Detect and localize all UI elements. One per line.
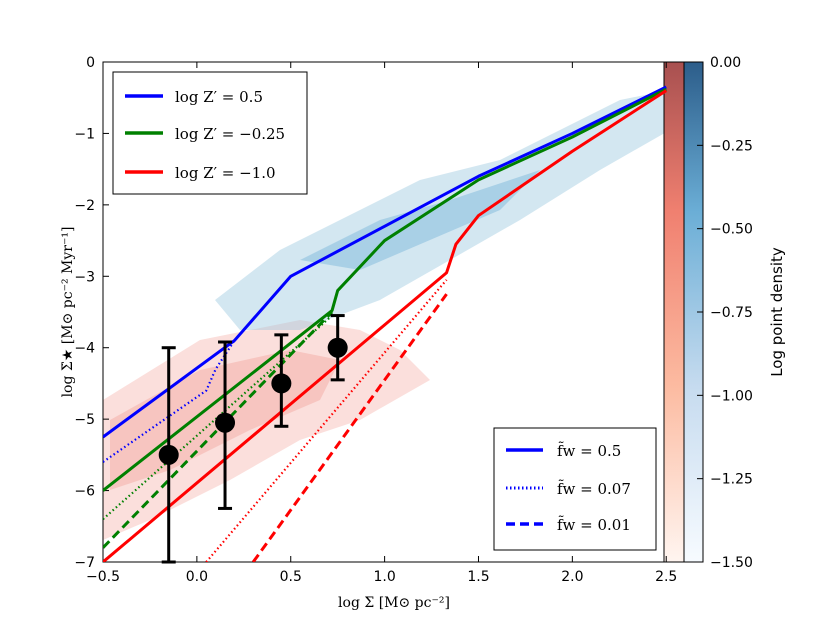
legend-fw-label-2: f̃w = 0.01 xyxy=(557,516,631,534)
y-tick-label: −2 xyxy=(74,198,95,214)
y-axis-ticks: −7 −6 −5 −4 −3 −2 −1 0 xyxy=(74,55,109,571)
y-tick-label: −4 xyxy=(74,341,95,357)
y-tick-label: −5 xyxy=(74,412,95,428)
legend-metallicity-label-2: log Z′ = −1.0 xyxy=(175,164,276,182)
red-density-cloud xyxy=(103,320,430,540)
series-line xyxy=(103,89,668,562)
series-line xyxy=(103,85,667,439)
colorbar-tick-label: −1.50 xyxy=(710,555,753,571)
colorbar-tick-label: −1.25 xyxy=(710,472,753,488)
colorbar-tick-label: −0.25 xyxy=(710,138,753,154)
y-axis-label: log Σ̇★ [M⊙ pc⁻² Myr⁻¹] xyxy=(60,227,76,398)
x-tick-label: 2.5 xyxy=(655,569,677,585)
x-tick-label: −0.5 xyxy=(86,569,120,585)
data-point xyxy=(158,444,179,465)
legend-metallicity-label-1: log Z′ = −0.25 xyxy=(175,125,285,143)
blue-density-core xyxy=(300,170,540,270)
legend-fw-label-1: f̃w = 0.07 xyxy=(557,480,631,498)
colorbar-tick-label: −0.50 xyxy=(710,222,753,238)
colorbar-label: Log point density xyxy=(768,247,786,377)
y-tick-label: −6 xyxy=(74,484,95,500)
x-tick-label: 0.5 xyxy=(280,569,302,585)
x-tick-label: 2.0 xyxy=(561,569,583,585)
series-line xyxy=(103,87,667,492)
x-tick-label: 0.0 xyxy=(186,569,208,585)
legend-fw-label-0: f̃w = 0.5 xyxy=(557,442,621,460)
colorbar-tick-label: −1.00 xyxy=(710,388,753,404)
legend-metallicity: log Z′ = 0.5 log Z′ = −0.25 log Z′ = −1.… xyxy=(112,71,308,195)
x-tick-label: 1.5 xyxy=(467,569,489,585)
legend-metallicity-label-0: log Z′ = 0.5 xyxy=(175,88,263,106)
x-axis-ticks: −0.5 0.0 0.5 1.0 1.5 2.0 2.5 xyxy=(86,62,677,585)
colorbar-tick-label: 0.00 xyxy=(710,55,741,71)
colorbar: 0.00 −0.25 −0.50 −0.75 −1.00 −1.25 −1.50 Log p… xyxy=(663,55,786,571)
legend-fw: f̃w = 0.5 f̃w = 0.07 f̃w = 0.01 xyxy=(493,427,657,551)
y-tick-label: 0 xyxy=(86,55,95,71)
data-points-layer xyxy=(158,314,348,564)
blue-density-cloud xyxy=(215,90,670,330)
y-tick-label: −1 xyxy=(74,126,95,142)
series-line xyxy=(205,279,448,562)
data-point xyxy=(271,373,292,394)
y-tick-label: −7 xyxy=(74,555,95,571)
series-line xyxy=(103,310,334,549)
x-axis-label: log Σ [M⊙ pc⁻²] xyxy=(338,595,450,611)
series-layer xyxy=(103,85,668,562)
data-point xyxy=(327,337,348,358)
colorbar-blue-band xyxy=(684,62,703,562)
y-tick-label: −3 xyxy=(74,269,95,285)
colorbar-red-band xyxy=(664,62,684,562)
colorbar-tick-label: −0.75 xyxy=(710,305,753,321)
colorbar-ticks: 0.00 −0.25 −0.50 −0.75 −1.00 −1.25 −1.50 xyxy=(697,55,753,571)
x-tick-label: 1.0 xyxy=(373,569,395,585)
data-point xyxy=(215,412,236,433)
